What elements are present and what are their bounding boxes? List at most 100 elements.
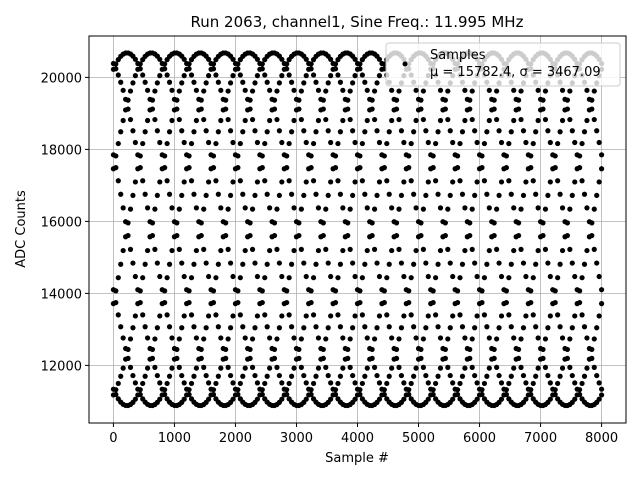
data-point (157, 56, 163, 62)
data-point (135, 301, 141, 307)
data-point (489, 219, 495, 225)
data-point (164, 178, 170, 184)
data-point (301, 80, 307, 86)
data-point (313, 79, 319, 85)
data-point (516, 106, 522, 112)
data-point (374, 325, 380, 331)
data-point (174, 220, 180, 226)
data-point (567, 116, 573, 123)
data-point (494, 364, 500, 370)
data-point (154, 80, 160, 86)
data-point (325, 325, 331, 331)
data-point (393, 220, 400, 226)
data-point (352, 179, 358, 185)
data-point (484, 191, 490, 197)
data-point (110, 392, 117, 398)
data-point (457, 275, 463, 281)
data-point (374, 372, 380, 379)
data-point (115, 72, 121, 78)
data-point (237, 312, 243, 318)
data-point (447, 372, 453, 379)
data-point (286, 312, 292, 318)
data-point (533, 129, 539, 135)
data-point (481, 380, 488, 387)
data-point (218, 205, 224, 211)
data-point (516, 346, 522, 353)
data-point (340, 87, 346, 93)
x-tick-label: 7000 (524, 431, 557, 446)
data-point (203, 325, 209, 331)
data-point (579, 140, 585, 147)
data-point (469, 88, 475, 94)
data-point (235, 165, 241, 171)
data-point (286, 72, 292, 78)
data-point (381, 153, 387, 159)
data-point (213, 72, 219, 78)
data-point (369, 220, 375, 226)
data-point (413, 205, 419, 211)
data-point (581, 191, 588, 197)
data-point (347, 364, 353, 370)
data-point (149, 97, 156, 103)
data-point (459, 191, 466, 197)
data-point (581, 261, 588, 267)
data-point (191, 261, 197, 267)
data-point (325, 372, 331, 379)
data-point (569, 372, 575, 379)
data-point (166, 261, 173, 267)
data-point (132, 139, 138, 146)
data-point (313, 191, 319, 197)
data-point (584, 205, 590, 211)
y-tick-label: 16000 (41, 215, 82, 230)
data-point (274, 88, 280, 94)
data-point (149, 220, 156, 226)
data-point (352, 380, 358, 386)
data-point (364, 117, 370, 124)
data-point (408, 312, 414, 318)
data-point (357, 153, 363, 159)
data-point (508, 324, 514, 330)
data-point (152, 336, 158, 342)
data-point (303, 139, 309, 146)
data-point (440, 345, 446, 352)
data-point (164, 140, 170, 147)
data-point (350, 192, 356, 199)
data-point (420, 206, 426, 212)
data-point (401, 179, 407, 185)
data-point (227, 80, 234, 86)
data-point (559, 335, 566, 341)
data-point (454, 165, 461, 171)
data-point (501, 301, 507, 307)
data-point (542, 336, 549, 342)
data-point (247, 232, 253, 239)
data-point (594, 128, 600, 134)
data-point (413, 87, 419, 93)
data-point (254, 179, 261, 185)
data-point (442, 355, 448, 361)
data-point (281, 152, 287, 158)
data-point (210, 66, 217, 72)
data-point (313, 373, 319, 379)
data-point (401, 273, 407, 280)
data-point (293, 96, 300, 102)
data-point (254, 273, 261, 280)
data-point (369, 97, 375, 103)
data-point (142, 261, 148, 267)
data-point (289, 261, 295, 267)
data-point (596, 273, 602, 280)
data-point (445, 116, 451, 123)
data-point (559, 247, 566, 254)
data-point (555, 140, 561, 147)
data-point (371, 88, 378, 94)
data-point (147, 234, 153, 240)
data-point (452, 386, 458, 392)
data-point (132, 73, 138, 79)
data-point (184, 166, 190, 172)
data-point (354, 166, 361, 172)
data-point (208, 152, 214, 158)
data-point (206, 56, 212, 62)
data-point (132, 313, 138, 319)
data-point (511, 335, 517, 341)
data-point (235, 387, 241, 393)
data-point (445, 88, 451, 94)
